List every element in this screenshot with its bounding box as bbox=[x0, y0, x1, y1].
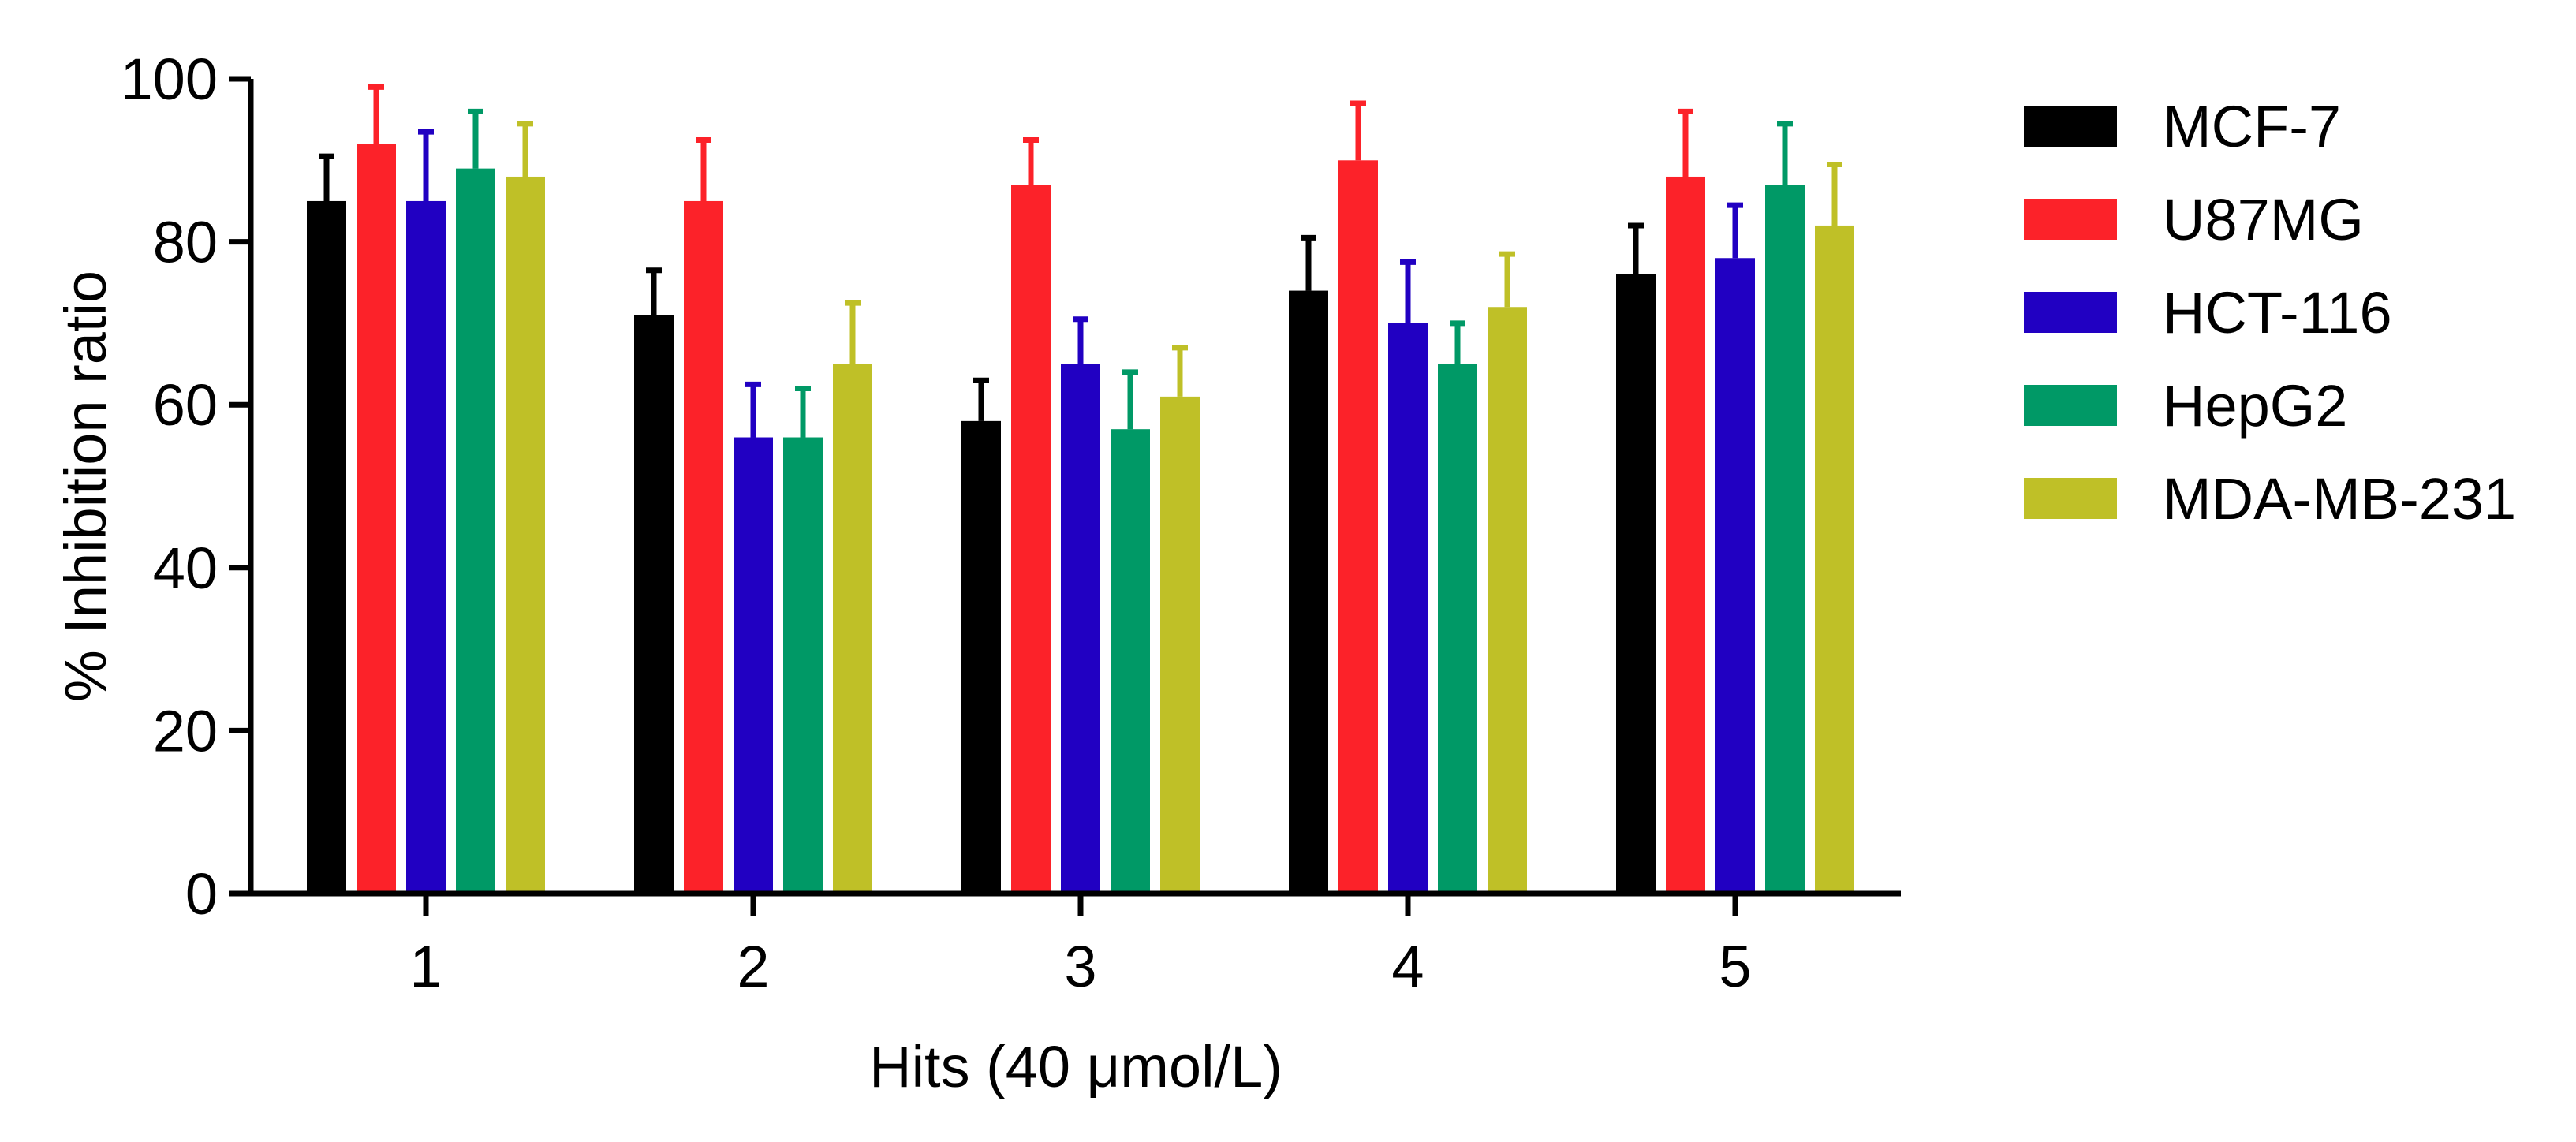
bar-mcf-7-hit-5 bbox=[1616, 274, 1656, 894]
bar-mda-mb-231-hit-3 bbox=[1160, 396, 1200, 894]
legend-swatch bbox=[2024, 199, 2117, 240]
bar-hct-116-hit-1 bbox=[406, 200, 446, 894]
y-tick-label: 20 bbox=[153, 698, 218, 763]
bar-mcf-7-hit-1 bbox=[307, 200, 346, 894]
bar-mda-mb-231-hit-2 bbox=[833, 364, 872, 894]
bar-mda-mb-231-hit-5 bbox=[1815, 225, 1854, 894]
x-tick-label: 4 bbox=[1391, 934, 1424, 999]
bar-hepg2-hit-5 bbox=[1765, 185, 1805, 894]
legend-swatch bbox=[2024, 106, 2117, 147]
axes bbox=[248, 79, 1901, 897]
legend-swatch bbox=[2024, 292, 2117, 333]
bar-hepg2-hit-1 bbox=[456, 168, 495, 894]
legend-label: HepG2 bbox=[2163, 373, 2347, 439]
bar-mda-mb-231-hit-1 bbox=[506, 176, 545, 894]
bar-hct-116-hit-5 bbox=[1715, 258, 1755, 894]
y-axis-title: % Inhibition ratio bbox=[53, 271, 118, 702]
bar-u87mg-hit-4 bbox=[1338, 160, 1378, 894]
legend-label: MDA-MB-231 bbox=[2163, 466, 2516, 532]
bar-u87mg-hit-2 bbox=[684, 200, 723, 894]
bar-mcf-7-hit-2 bbox=[634, 315, 674, 894]
x-axis-ticks: 1 2 3 4 5 bbox=[409, 894, 1752, 999]
x-tick-label: 1 bbox=[409, 934, 442, 999]
x-tick-label: 2 bbox=[737, 934, 769, 999]
legend: MCF-7 U87MG HCT-116 HepG2 MDA-MB-231 bbox=[2024, 94, 2516, 532]
bar-u87mg-hit-3 bbox=[1011, 185, 1051, 894]
bar-mcf-7-hit-3 bbox=[961, 420, 1001, 894]
legend-swatch bbox=[2024, 478, 2117, 519]
x-tick-label: 3 bbox=[1064, 934, 1096, 999]
legend-label: MCF-7 bbox=[2163, 94, 2341, 159]
y-tick-label: 40 bbox=[153, 536, 218, 601]
bar-u87mg-hit-1 bbox=[357, 144, 396, 894]
y-tick-label: 0 bbox=[185, 861, 218, 927]
x-tick-label: 5 bbox=[1719, 934, 1751, 999]
legend-swatch bbox=[2024, 385, 2117, 426]
bar-hepg2-hit-3 bbox=[1111, 429, 1150, 894]
y-tick-label: 100 bbox=[121, 47, 218, 112]
bar-hct-116-hit-2 bbox=[734, 437, 773, 894]
bar-mda-mb-231-hit-4 bbox=[1488, 307, 1527, 894]
bar-u87mg-hit-5 bbox=[1666, 176, 1705, 894]
bar-hct-116-hit-4 bbox=[1388, 323, 1428, 894]
y-tick-label: 80 bbox=[153, 210, 218, 275]
bars bbox=[307, 144, 1854, 894]
legend-label: HCT-116 bbox=[2163, 280, 2392, 345]
bar-hepg2-hit-2 bbox=[783, 437, 823, 894]
bar-mcf-7-hit-4 bbox=[1289, 290, 1328, 894]
x-axis-title: Hits (40 μmol/L) bbox=[869, 1034, 1282, 1099]
error-bars bbox=[319, 84, 1842, 438]
y-axis-ticks: 0 20 40 60 80 100 bbox=[121, 47, 251, 927]
bar-hct-116-hit-3 bbox=[1061, 364, 1100, 894]
bar-hepg2-hit-4 bbox=[1438, 364, 1477, 894]
legend-label: U87MG bbox=[2163, 187, 2364, 252]
y-tick-label: 60 bbox=[153, 372, 218, 438]
